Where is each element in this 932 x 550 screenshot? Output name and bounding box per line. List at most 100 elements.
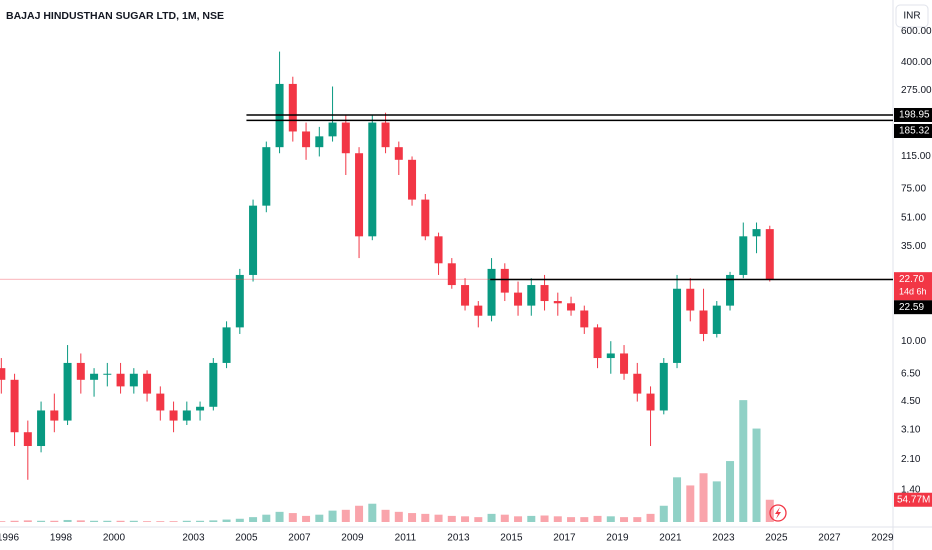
volume-bar [262, 514, 271, 522]
candle-body [262, 147, 271, 206]
candle-body [76, 362, 85, 380]
y-tick-label: 275.00 [901, 85, 932, 96]
candle-body [196, 406, 205, 411]
volume-bar [712, 481, 721, 522]
volume-bar [593, 515, 602, 522]
volume-bar [23, 520, 32, 522]
x-tick-label: 2013 [447, 533, 470, 544]
volume-bar [288, 513, 297, 522]
candle-body [341, 122, 350, 154]
volume-bar [302, 515, 311, 522]
volume-bar [196, 520, 205, 522]
volume-bar [169, 521, 178, 522]
candle-body [10, 379, 19, 433]
candle-body [169, 410, 178, 421]
candle-body [288, 83, 297, 132]
candle-body [421, 199, 430, 237]
candle-body [434, 236, 443, 264]
volume-bar [143, 521, 152, 522]
y-tick-label: 51.00 [901, 213, 926, 224]
volume-bar [620, 517, 629, 522]
candle-body [315, 136, 324, 148]
volume-bar [76, 520, 85, 522]
volume-bar [540, 515, 549, 522]
volume-bar [434, 514, 443, 522]
candle-body [156, 393, 165, 411]
candle-body [23, 432, 32, 447]
y-tick-label: 1.40 [901, 485, 921, 496]
currency-label[interactable]: INR [903, 11, 920, 22]
alert-bolt [775, 507, 781, 519]
candle-body [567, 303, 576, 311]
candle-body [620, 353, 629, 374]
volume-bar [368, 503, 377, 522]
volume-bar [461, 516, 470, 522]
volume-bar [394, 511, 403, 522]
volume-bar [500, 514, 509, 522]
volume-bar [659, 505, 668, 522]
volume-bar [408, 513, 417, 522]
volume-bar [474, 517, 483, 522]
candle-body [90, 373, 99, 380]
volume-bar [421, 513, 430, 522]
current-price-label: 22.70 [899, 274, 924, 285]
volume-bar [553, 516, 562, 522]
candle-body [116, 373, 125, 387]
x-tick-label: 1996 [0, 533, 20, 544]
level-label-box [894, 107, 932, 122]
candle-body [726, 274, 735, 306]
volume-bar [606, 516, 615, 522]
currency-button[interactable] [895, 4, 929, 28]
candle-body [606, 353, 615, 359]
candle-body [447, 263, 456, 286]
volume-bar [726, 461, 735, 522]
candle-body [355, 153, 364, 237]
x-tick-label: 2000 [103, 533, 126, 544]
volume-bar [182, 520, 191, 522]
candle-body [712, 305, 721, 334]
volume-label: 54.77M [897, 494, 930, 505]
y-tick-label: 115.00 [901, 151, 931, 162]
volume-bar [50, 520, 59, 522]
y-tick-label: 2.10 [901, 454, 921, 465]
x-tick-label: 2017 [553, 533, 576, 544]
volume-bar [752, 428, 761, 522]
volume-bar [328, 510, 337, 522]
x-tick-label: 2007 [288, 533, 311, 544]
volume-bar [103, 520, 112, 522]
candle-body [487, 268, 496, 316]
volume-bar [567, 517, 576, 522]
x-tick-label: 2011 [395, 533, 417, 544]
candle-body [686, 288, 695, 311]
candle-body [408, 159, 417, 200]
volume-bar [275, 511, 284, 522]
y-tick-label: 600.00 [901, 26, 932, 37]
volume-bar [765, 499, 774, 522]
volume-bar [355, 505, 364, 522]
x-tick-label: 2005 [235, 533, 258, 544]
x-tick-label: 2029 [871, 533, 894, 544]
y-tick-label: 10.00 [901, 336, 926, 347]
candle-body [381, 122, 390, 148]
y-tick-label: 35.00 [901, 241, 926, 252]
volume-bar [673, 477, 682, 522]
x-tick-label: 2021 [659, 533, 682, 544]
candle-body [580, 310, 589, 328]
x-tick-label: 2027 [818, 533, 841, 544]
volume-bar [129, 520, 138, 522]
volume-bar [249, 517, 258, 522]
volume-bar [0, 521, 6, 522]
volume-bar [646, 513, 655, 522]
candle-body [500, 268, 509, 293]
volume-bar [222, 519, 231, 522]
x-tick-label: 2023 [712, 533, 735, 544]
candle-body [222, 327, 231, 363]
candle-body [765, 229, 774, 280]
candle-body [593, 327, 602, 359]
volume-bar [580, 517, 589, 522]
candle-body [752, 229, 761, 237]
volume-bar [633, 517, 642, 522]
candle-body [659, 362, 668, 411]
chart-title: BAJAJ HINDUSTHAN SUGAR LTD, 1M, NSE [6, 10, 224, 22]
